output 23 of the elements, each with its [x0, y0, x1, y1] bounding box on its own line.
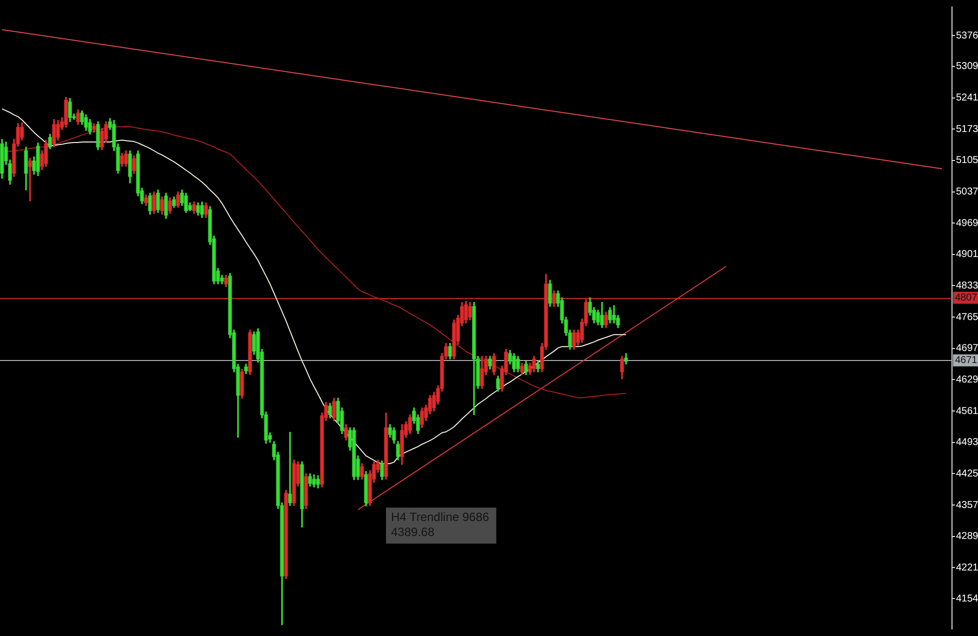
y-tick-label: 5309: [956, 61, 978, 72]
y-tick-label: 4969: [956, 218, 978, 229]
y-tick-label: 4629: [956, 374, 978, 386]
y-tick-label: 5241: [956, 92, 978, 104]
y-tick-label: 4493: [956, 437, 978, 448]
ref-line-label: 4671: [955, 355, 978, 366]
y-tick-label: 4901: [956, 249, 978, 260]
candlestick: [288, 432, 292, 506]
y-tick-label: 4561: [956, 406, 978, 417]
y-tick-label: 5376: [956, 30, 978, 42]
candlestick: [28, 158, 32, 202]
y-tick-label: 5173: [956, 124, 978, 135]
y-tick-label: 4221: [956, 562, 978, 574]
y-tick-label: 4697: [956, 343, 978, 354]
y-tick-label: 4357: [956, 500, 978, 511]
ref-line-label: 4807: [955, 292, 978, 304]
y-tick-label: 5105: [956, 155, 978, 166]
y-tick-label: 4425: [956, 468, 978, 480]
y-tick-label: 4154: [956, 593, 978, 604]
y-tick-label: 4289: [956, 531, 978, 542]
y-tick-label: 5037: [956, 186, 978, 198]
y-tick-label: 4833: [956, 280, 978, 292]
y-tick-label: 4765: [956, 312, 978, 323]
